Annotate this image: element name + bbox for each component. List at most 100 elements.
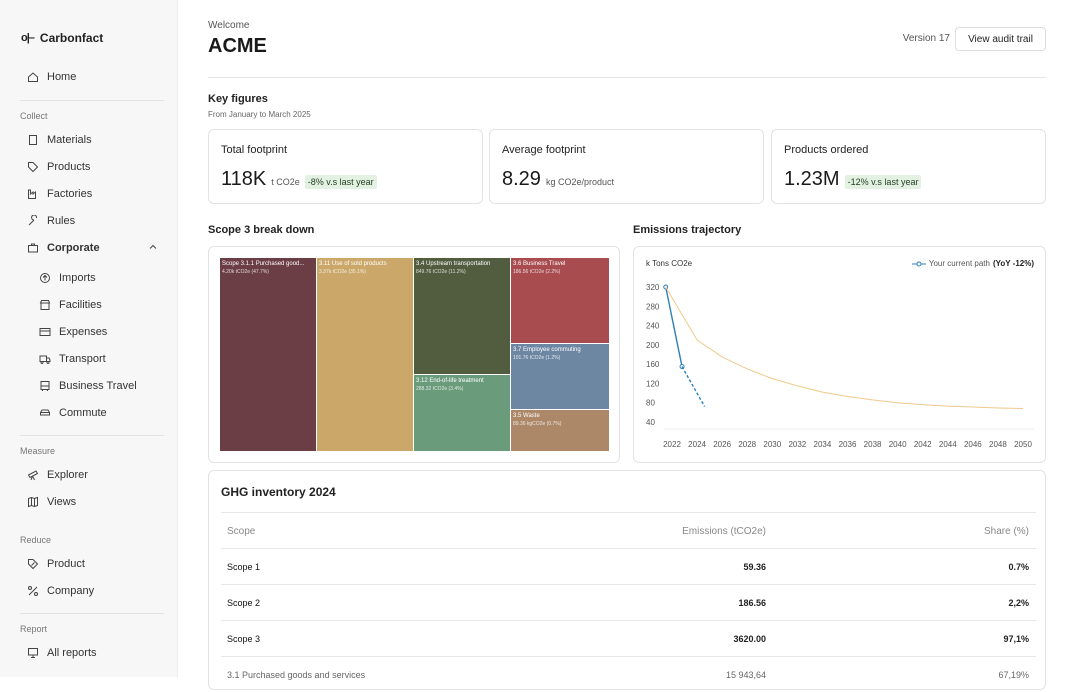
sidebar-item-materials[interactable]: Materials [26, 132, 92, 148]
sidebar-item-imports[interactable]: Imports [38, 270, 96, 286]
sidebar-item-label: Company [47, 585, 95, 597]
y-tick-label: 160 [646, 360, 660, 369]
x-tick-label: 2046 [964, 440, 982, 449]
kpi-value: 8.29 [502, 168, 541, 190]
sidebar-item-label: Rules [47, 215, 76, 227]
map-icon [26, 495, 40, 509]
tile-label: 3.4 Upstream transportation [416, 261, 491, 267]
sidebar-item-label: Home [47, 71, 77, 83]
cell-scope: Scope 2 [227, 598, 261, 608]
logo-mark-icon: o|– [21, 32, 35, 44]
sidebar-item-label: Views [47, 496, 77, 508]
sidebar-item-views[interactable]: Views [26, 494, 76, 510]
x-tick-label: 2036 [839, 440, 857, 449]
sidebar-item-label: Corporate [47, 242, 100, 254]
sidebar-item-product[interactable]: Product [26, 556, 85, 572]
home-icon [26, 70, 40, 84]
sidebar-item-business-travel[interactable]: Business Travel [38, 378, 137, 394]
treemap-tile[interactable]: 3.5 Waste 89.36 kgCO2e (0.7%) [511, 410, 609, 451]
section-label-reduce: Reduce [20, 535, 52, 545]
table-row[interactable]: Scope 2 186.56 2,2% [221, 584, 1036, 620]
sidebar-item-label: Products [47, 161, 91, 173]
table-header: Scope Emissions (tCO2e) Share (%) [221, 512, 1036, 548]
kpi-title: Average footprint [502, 144, 586, 156]
divider [20, 100, 164, 101]
treemap-tile[interactable]: 3.11 Use of sold products 3.37k tCO2e (35… [317, 258, 413, 451]
trajectory-title: Emissions trajectory [633, 224, 742, 236]
cell-share: 67,19% [998, 670, 1029, 680]
scope3-treemap-panel: Scope 3.1.1 Purchased good... 4.20k tCO2e… [208, 246, 620, 463]
table-row[interactable]: Scope 3 3620.00 97,1% [221, 620, 1036, 656]
y-tick-label: 200 [646, 341, 660, 350]
y-tick-label: 40 [646, 418, 655, 427]
tile-value: 288.32 tCO2e (3.4%) [416, 386, 464, 392]
main-content: Welcome ACME Version 17 View audit trail… [208, 0, 1046, 690]
header-divider [208, 77, 1046, 78]
treemap-tile[interactable]: 3.4 Upstream transportation 849.76 tCO2e … [414, 258, 510, 374]
view-audit-trail-button[interactable]: View audit trail [955, 27, 1046, 51]
sidebar-item-factories[interactable]: Factories [26, 186, 92, 202]
ghg-inventory-panel: GHG inventory 2024 Scope Emissions (tCO2… [208, 470, 1046, 690]
y-axis-label: k Tons CO2e [646, 259, 693, 268]
kpi-card-average-footprint: Average footprint 8.29 kg CO2e/product [489, 129, 764, 204]
sidebar-item-all-reports[interactable]: All reports [26, 645, 97, 661]
app-logo[interactable]: o|– Carbonfact [21, 31, 103, 45]
sidebar-item-label: Expenses [59, 326, 108, 338]
kpi-title: Total footprint [221, 144, 288, 156]
sidebar-item-home[interactable]: Home [26, 69, 76, 85]
treemap-tile[interactable]: 3.6 Business Travel 186.56 tCO2e (2.2%) [511, 258, 609, 343]
tile-value: 849.76 tCO2e (11.2%) [416, 269, 466, 275]
table-row[interactable]: 3.1 Purchased goods and services 15 943,… [221, 656, 1036, 692]
cell-emissions: 3620.00 [733, 634, 766, 644]
kpi-value: 1.23M [784, 168, 840, 190]
credit-card-icon [38, 325, 52, 339]
sidebar-item-expenses[interactable]: Expenses [38, 324, 107, 340]
sidebar-item-company[interactable]: Company [26, 583, 94, 599]
x-tick-label: 2040 [889, 440, 907, 449]
y-tick-label: 120 [646, 379, 660, 388]
series-line-1 [681, 366, 706, 407]
column-header: Emissions (tCO2e) [682, 526, 766, 537]
kpi-value: 118K [221, 168, 267, 190]
chevron-up-icon[interactable] [148, 242, 158, 255]
sidebar-item-facilities[interactable]: Facilities [38, 297, 102, 313]
x-tick-label: 2038 [864, 440, 882, 449]
sidebar-item-products[interactable]: Products [26, 159, 90, 175]
sidebar-item-label: Explorer [47, 469, 88, 481]
trajectory-chart-panel: 320 280 240 200 160 120 80 40 2022 2024 2026 2028 20… [633, 246, 1046, 463]
tile-label: 3.7 Employee commuting [513, 347, 581, 353]
cell-scope: 3.1 Purchased goods and services [227, 670, 366, 680]
ghg-title: GHG inventory 2024 [221, 485, 336, 499]
sidebar-item-rules[interactable]: Rules [26, 213, 75, 229]
x-tick-label: 2048 [989, 440, 1007, 449]
sidebar-item-commute[interactable]: Commute [38, 405, 107, 421]
app-name: Carbonfact [39, 31, 104, 45]
tag-percent-icon [26, 557, 40, 571]
tile-value: 89.36 kgCO2e (0.7%) [513, 421, 562, 427]
upload-icon [38, 271, 52, 285]
kpi-card-products-ordered: Products ordered 1.23M -12% v.s last year [771, 129, 1046, 204]
cell-emissions: 59.36 [743, 562, 766, 572]
sidebar-item-transport[interactable]: Transport [38, 351, 106, 367]
tile-label: 3.11 Use of sold products [319, 261, 387, 267]
kpi-unit: kg CO2e/product [545, 177, 614, 187]
series-line-0 [665, 286, 683, 367]
car-icon [38, 406, 52, 420]
tile-label: 3.5 Waste [513, 413, 540, 419]
cell-share: 97,1% [1003, 634, 1029, 644]
treemap-tile[interactable]: 3.12 End-of-life treatment 288.32 tCO2e (… [414, 375, 510, 451]
legend-line-icon [911, 261, 926, 266]
sidebar-item-label: Commute [59, 407, 107, 419]
store-icon [38, 298, 52, 312]
sidebar-item-label: Product [47, 558, 85, 570]
sidebar-item-explorer[interactable]: Explorer [26, 467, 88, 483]
sidebar-item-corporate[interactable]: Corporate [26, 240, 158, 256]
telescope-icon [26, 468, 40, 482]
treemap-tile[interactable]: 3.7 Employee commuting 101.76 tCO2e (1.2%… [511, 344, 609, 409]
x-tick-label: 2030 [763, 440, 781, 449]
version-label: Version 17 [902, 33, 950, 44]
treemap-tile[interactable]: Scope 3.1.1 Purchased good... 4.20k tCO2e… [220, 258, 316, 451]
kpi-value-row: 8.29 kg CO2e/product [502, 168, 614, 191]
sidebar-item-label: Materials [47, 134, 92, 146]
table-row[interactable]: Scope 1 59.36 0.7% [221, 548, 1036, 584]
